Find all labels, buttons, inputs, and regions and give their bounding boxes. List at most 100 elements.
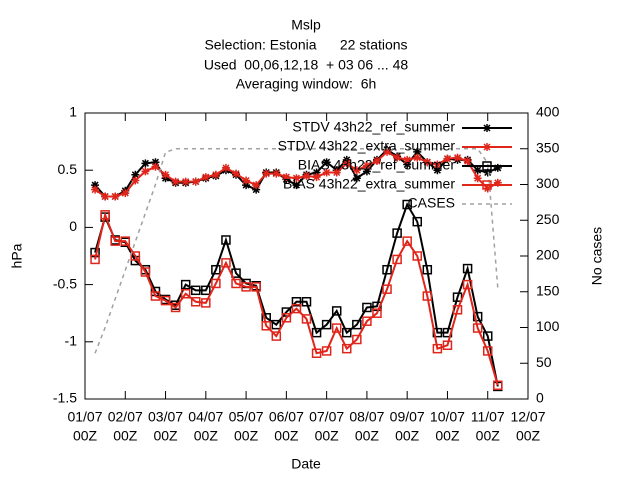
y2-tick-label: 150 [536, 282, 560, 298]
asterisk-marker [121, 189, 130, 198]
square-marker [311, 327, 322, 338]
square-marker [191, 297, 201, 307]
legend-label: BIAS 43h22_ref_summer [298, 157, 456, 173]
asterisk-marker [312, 173, 321, 182]
square-marker [392, 254, 402, 265]
asterisk-marker [242, 181, 251, 190]
y-tick-label: 0.5 [58, 161, 78, 177]
x-tick-label: 07/07 [309, 409, 344, 425]
asterisk-marker [433, 166, 442, 175]
square-marker [311, 348, 322, 358]
square-marker [462, 263, 473, 274]
asterisk-marker [483, 168, 492, 177]
series-line [94, 148, 499, 354]
legend-marker [483, 124, 491, 132]
asterisk-marker [171, 177, 180, 186]
asterisk-marker [342, 159, 351, 168]
square-marker [130, 251, 141, 261]
square-marker [271, 331, 282, 341]
square-marker [493, 380, 503, 391]
x-tick-label: 00Z [73, 428, 98, 444]
asterisk-marker [282, 173, 291, 182]
square-marker [382, 264, 392, 275]
x-tick-label: 05/07 [229, 409, 264, 425]
x-tick-label: 00Z [395, 428, 420, 444]
square-marker [160, 295, 171, 306]
asterisk-marker [252, 185, 261, 194]
square-marker [201, 298, 211, 308]
asterisk-marker [413, 153, 422, 162]
asterisk-marker [453, 153, 462, 162]
x-tick-label: 11/07 [471, 409, 505, 425]
asterisk-marker [302, 171, 311, 180]
asterisk-marker [242, 176, 251, 185]
asterisk-marker [362, 167, 371, 176]
chart-subtitle: Selection: Estonia 22 stations [204, 37, 407, 53]
y2-tick-label: 350 [536, 139, 560, 155]
x-tick-label: 00Z [234, 428, 259, 444]
asterisk-marker [232, 169, 241, 178]
asterisk-marker [141, 167, 150, 176]
asterisk-marker [403, 155, 412, 164]
asterisk-marker [151, 162, 160, 171]
square-marker [372, 301, 382, 312]
asterisk-marker [322, 168, 331, 177]
square-marker [321, 319, 332, 330]
asterisk-marker [161, 170, 170, 179]
square-marker [221, 235, 231, 245]
square-marker [261, 321, 271, 331]
square-marker [281, 313, 292, 323]
square-marker [342, 343, 352, 354]
asterisk-marker [151, 158, 160, 167]
x-tick-label: 00Z [194, 428, 219, 444]
asterisk-marker [362, 161, 371, 170]
x-tick-label: 09/07 [390, 409, 425, 425]
asterisk-marker [201, 173, 210, 182]
asterisk-marker [211, 170, 220, 179]
square-marker [442, 340, 453, 350]
square-marker [452, 305, 463, 315]
asterisk-marker [292, 181, 301, 190]
y2-tick-label: 50 [536, 354, 552, 370]
square-marker [382, 284, 392, 294]
square-marker [211, 264, 221, 275]
x-tick-label: 00Z [274, 428, 299, 444]
x-tick-label: 00Z [476, 428, 501, 444]
square-marker [412, 251, 422, 261]
square-marker [321, 346, 332, 356]
square-marker [100, 210, 110, 220]
square-marker [110, 236, 120, 246]
square-marker [362, 302, 372, 313]
square-marker [150, 291, 161, 301]
x-tick-label: 01/07 [67, 409, 102, 425]
x-tick-label: 00Z [315, 428, 340, 444]
asterisk-marker [131, 170, 140, 179]
square-marker [342, 327, 352, 338]
square-marker [301, 314, 312, 324]
asterisk-marker [403, 160, 412, 169]
x-tick-label: 10/07 [430, 409, 465, 425]
x-tick-label: 00Z [355, 428, 380, 444]
asterisk-marker [221, 163, 230, 172]
asterisk-marker [332, 168, 341, 177]
asterisk-marker [111, 192, 120, 201]
asterisk-marker [322, 158, 331, 167]
square-marker [211, 278, 221, 289]
legend-marker [482, 180, 492, 190]
asterisk-marker [372, 157, 381, 166]
asterisk-marker [413, 147, 422, 156]
square-marker [301, 297, 312, 307]
x-tick-label: 06/07 [269, 409, 304, 425]
square-marker [291, 297, 302, 307]
asterisk-marker [181, 177, 190, 186]
asterisk-marker [252, 181, 261, 190]
legend-label: STDV 43h22_ref_summer [292, 119, 455, 135]
y-tick-label: 1 [69, 104, 77, 120]
y-axis-label: hPa [9, 243, 25, 268]
square-marker [422, 291, 433, 301]
asterisk-marker [433, 160, 442, 169]
asterisk-marker [352, 166, 361, 175]
x-tick-label: 02/07 [108, 409, 143, 425]
asterisk-marker [91, 185, 100, 194]
